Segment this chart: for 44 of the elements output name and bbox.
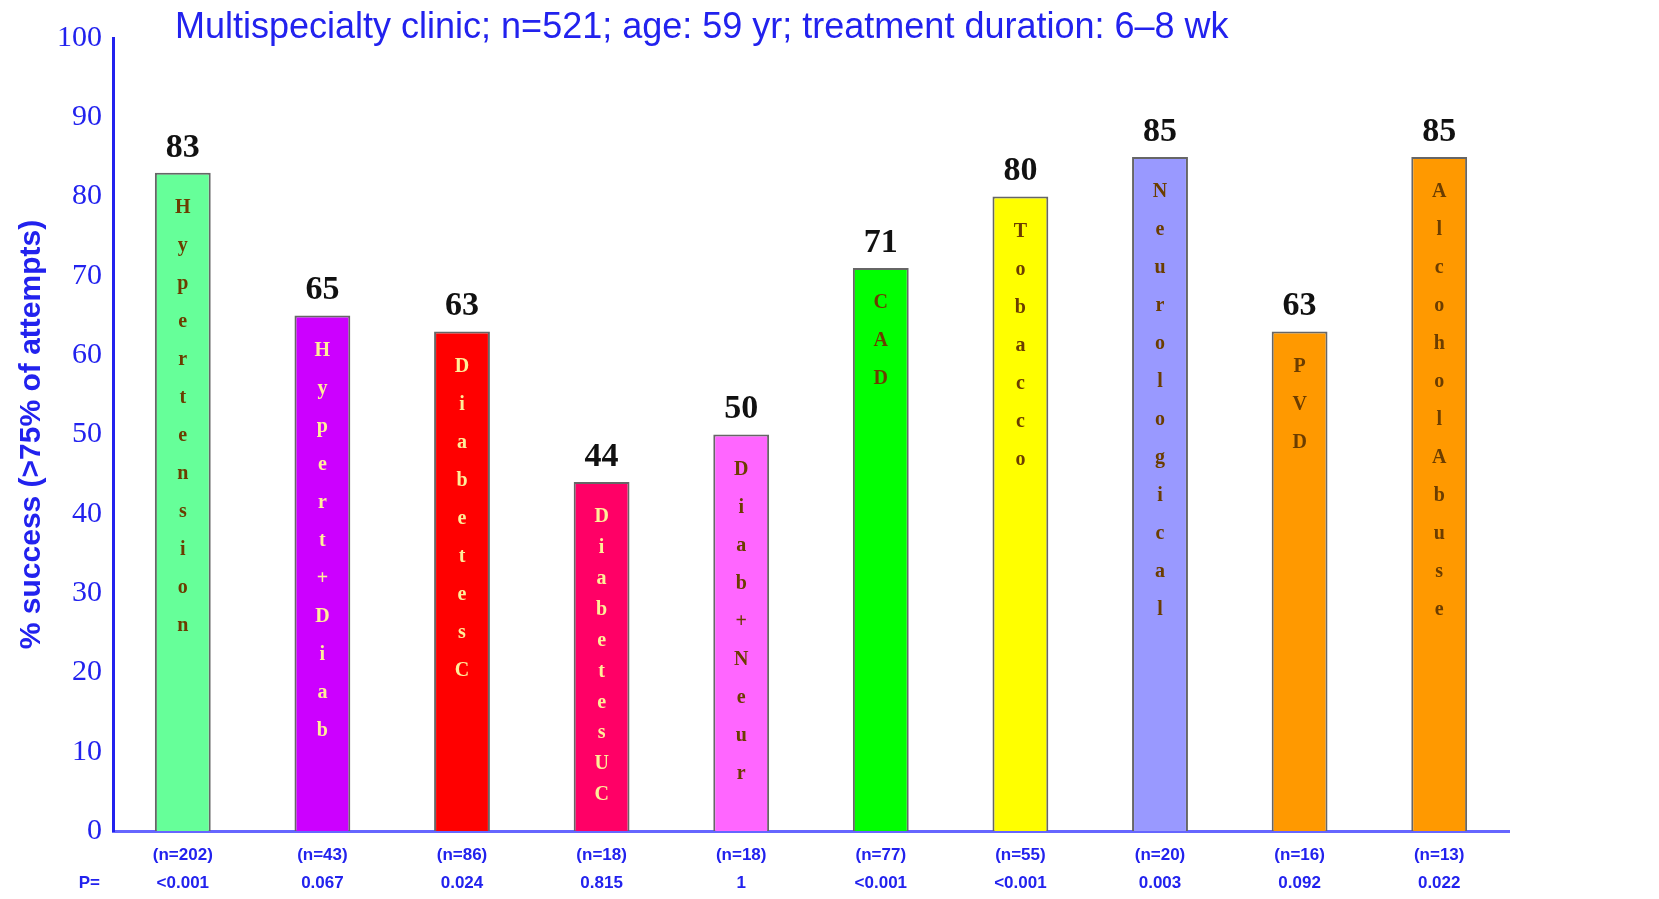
data-label: 44 [584, 435, 619, 473]
category-label: Neurological [1152, 179, 1168, 620]
x-tick-label: Tobacco [1013, 218, 1028, 469]
chart-title: Multispecialty clinic; n=521; age: 59 yr; treatment duration: 6–8 wk [175, 4, 1230, 46]
y-tick-label: 60 [72, 336, 102, 370]
y-tick-label: 90 [72, 98, 102, 132]
text: (n=202) <0.001 [152, 844, 213, 892]
text: (n=18) 1 [715, 844, 767, 892]
category-label: Hypert+Diab [314, 337, 331, 740]
text: P= [78, 872, 101, 892]
text: (n=16) 0.092 [1274, 844, 1325, 892]
y-tick-label: 0 [87, 811, 102, 845]
data-label: 65 [305, 269, 340, 307]
x-tick-label: PVD [1292, 353, 1308, 452]
text: (n=20) 0.003 [1134, 844, 1186, 892]
y-tick-label: 70 [72, 256, 102, 290]
y-tick-label: 30 [72, 573, 102, 607]
text: (n=77) <0.001 [854, 844, 908, 892]
data-label: 50 [724, 388, 759, 426]
category-label: DiabetesC [454, 353, 470, 680]
data-label: 80 [1003, 150, 1038, 188]
y-tick-label: 100 [57, 18, 102, 52]
y-axis-title: % success (>75% of attempts) [13, 219, 47, 650]
data-label: 63 [1282, 285, 1317, 323]
text: (n=55) <0.001 [994, 844, 1047, 892]
category-label: DiabetesUC [594, 504, 609, 805]
data-label: 85 [1422, 110, 1457, 148]
data-label: 85 [1143, 110, 1177, 148]
data-label: 71 [863, 221, 898, 259]
y-tick-label: 80 [72, 177, 102, 211]
y-tick-label: 10 [72, 732, 102, 766]
data-label: 83 [165, 126, 200, 164]
y-tick-label: 40 [72, 494, 102, 528]
category-label: AlcoholAbuse [1431, 179, 1447, 620]
data-label: 63 [445, 285, 479, 323]
category-label: Hypertension [175, 194, 191, 635]
category-label: Diab+Neur [733, 456, 749, 783]
text: (n=86) 0.024 [436, 844, 488, 892]
y-tick-label: 20 [72, 653, 102, 687]
y-tick-label: 50 [72, 415, 102, 449]
text: (n=43) 0.067 [297, 844, 348, 892]
text: (n=18) 0.815 [576, 844, 627, 892]
x-tick-label: CAD [873, 290, 889, 389]
text: (n=13) 0.022 [1413, 844, 1465, 892]
